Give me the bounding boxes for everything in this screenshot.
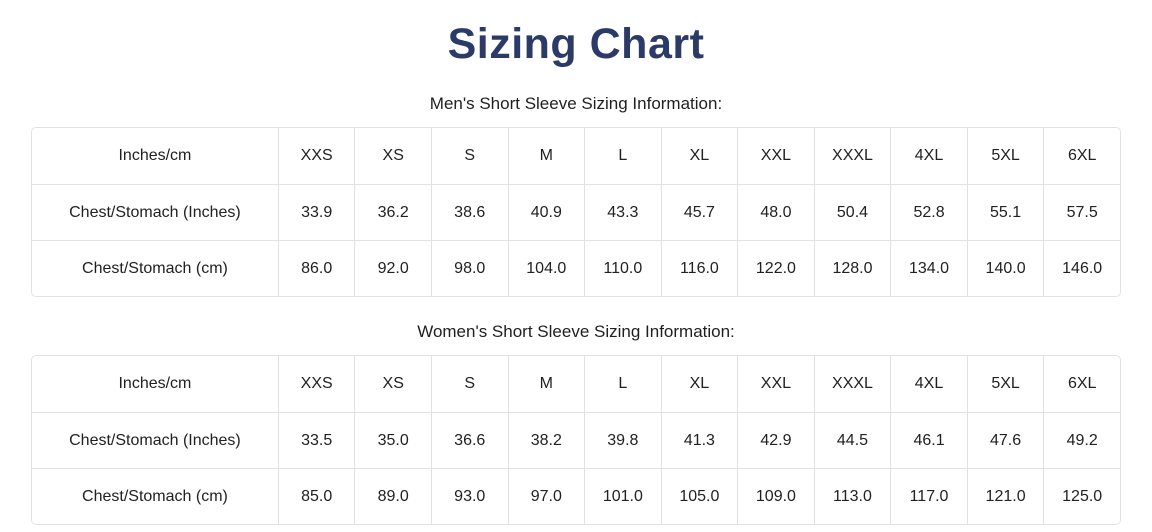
- size-header-cell: XL: [660, 356, 738, 413]
- measurement-value-cell: 41.3: [660, 412, 738, 469]
- size-header-cell: 6XL: [1043, 128, 1120, 185]
- measurement-value-cell: 125.0: [1043, 468, 1120, 525]
- measurement-value-cell: 122.0: [737, 240, 814, 297]
- measurement-value-cell: 33.5: [277, 412, 355, 469]
- size-header-cell: 6XL: [1043, 356, 1120, 413]
- size-header-cell: L: [584, 128, 661, 185]
- measurement-value-cell: 116.0: [660, 240, 738, 297]
- measurement-value-cell: 86.0: [277, 240, 355, 297]
- size-header-cell: XL: [660, 128, 738, 185]
- measurement-value-cell: 113.0: [813, 468, 891, 525]
- measurement-value-cell: 57.5: [1043, 184, 1120, 241]
- size-header-cell: 4XL: [890, 356, 967, 413]
- measurement-value-cell: 146.0: [1043, 240, 1120, 297]
- measurement-value-cell: 36.6: [430, 412, 508, 469]
- page-title: Sizing Chart: [447, 20, 705, 68]
- row-label-cell: Chest/Stomach (cm): [32, 240, 278, 296]
- measurement-value-cell: 50.4: [813, 184, 891, 241]
- measurement-value-cell: 128.0: [813, 240, 891, 297]
- table-row: Chest/Stomach (Inches) 33.9 36.2 38.6 40.9 43…: [32, 184, 1120, 241]
- header-row: Inches/cm XXS XS S M L XL XXL XXXL 4XL 5XL 6XL: [32, 128, 1120, 185]
- measurement-value-cell: 117.0: [890, 468, 967, 525]
- measurement-value-cell: 49.2: [1043, 412, 1120, 469]
- mens-table-caption: Men's Short Sleeve Sizing Information:: [429, 94, 723, 114]
- size-header-cell: 4XL: [890, 128, 967, 185]
- size-header-cell: XXL: [737, 356, 814, 413]
- size-header-cell: S: [430, 128, 508, 185]
- measurement-value-cell: 93.0: [430, 468, 508, 525]
- measurement-value-cell: 101.0: [584, 468, 661, 525]
- measurement-value-cell: 39.8: [584, 412, 661, 469]
- measurement-value-cell: 85.0: [277, 468, 355, 525]
- header-row: Inches/cm XXS XS S M L XL XXL XXXL 4XL 5XL 6XL: [32, 356, 1120, 413]
- measurement-value-cell: 109.0: [737, 468, 814, 525]
- measurement-value-cell: 47.6: [966, 412, 1044, 469]
- size-header-cell: XS: [354, 356, 431, 413]
- size-header-cell: XS: [354, 128, 431, 185]
- measurement-value-cell: 38.6: [430, 184, 508, 241]
- measurement-value-cell: 38.2: [507, 412, 585, 469]
- size-header-cell: 5XL: [966, 356, 1044, 413]
- measurement-value-cell: 97.0: [507, 468, 585, 525]
- measurement-value-cell: 121.0: [966, 468, 1044, 525]
- size-header-cell: 5XL: [966, 128, 1044, 185]
- measurement-value-cell: 140.0: [966, 240, 1044, 297]
- womens-table-caption: Women's Short Sleeve Sizing Information:: [417, 322, 735, 342]
- size-header-cell: M: [507, 356, 585, 413]
- measurement-value-cell: 43.3: [584, 184, 661, 241]
- measurement-value-cell: 40.9: [507, 184, 585, 241]
- size-header-cell: L: [584, 356, 661, 413]
- row-label-cell: Chest/Stomach (Inches): [32, 184, 278, 240]
- measurement-value-cell: 36.2: [354, 184, 431, 241]
- size-header-cell: XXXL: [813, 356, 891, 413]
- measurement-value-cell: 89.0: [354, 468, 431, 525]
- size-header-cell: XXS: [277, 128, 355, 185]
- size-header-cell: S: [430, 356, 508, 413]
- units-header-cell: Inches/cm: [118, 147, 192, 165]
- measurement-value-cell: 46.1: [890, 412, 967, 469]
- mens-sizing-section: Men's Short Sleeve Sizing Information: I…: [0, 94, 1152, 298]
- measurement-value-cell: 105.0: [660, 468, 738, 525]
- measurement-value-cell: 98.0: [430, 240, 508, 297]
- measurement-value-cell: 44.5: [813, 412, 891, 469]
- size-header-cell: XXL: [737, 128, 814, 185]
- size-header-cell: XXS: [277, 356, 355, 413]
- units-header-cell: Inches/cm: [118, 375, 192, 393]
- measurement-value-cell: 92.0: [354, 240, 431, 297]
- measurement-value-cell: 35.0: [354, 412, 431, 469]
- measurement-value-cell: 52.8: [890, 184, 967, 241]
- table-row: Chest/Stomach (cm) 85.0 89.0 93.0 97.0 101.0 1…: [32, 468, 1120, 525]
- womens-sizing-table: Inches/cm XXS XS S M L XL XXL XXXL 4XL 5XL 6XL Chest…: [31, 355, 1121, 526]
- measurement-value-cell: 110.0: [584, 240, 661, 297]
- measurement-value-cell: 104.0: [507, 240, 585, 297]
- size-header-cell: XXXL: [813, 128, 891, 185]
- measurement-value-cell: 134.0: [890, 240, 967, 297]
- measurement-value-cell: 33.9: [277, 184, 355, 241]
- table-row: Chest/Stomach (cm) 86.0 92.0 98.0 104.0 110.0…: [32, 240, 1120, 297]
- size-header-cell: M: [507, 128, 585, 185]
- measurement-value-cell: 48.0: [737, 184, 814, 241]
- measurement-value-cell: 45.7: [660, 184, 738, 241]
- table-row: Chest/Stomach (Inches) 33.5 35.0 36.6 38.2 39…: [32, 412, 1120, 469]
- row-label-cell: Chest/Stomach (Inches): [32, 412, 278, 468]
- measurement-value-cell: 42.9: [737, 412, 814, 469]
- womens-sizing-section: Women's Short Sleeve Sizing Information:…: [0, 322, 1152, 526]
- row-label-cell: Chest/Stomach (cm): [32, 468, 278, 524]
- mens-sizing-table: Inches/cm XXS XS S M L XL XXL XXXL 4XL 5XL 6XL Chest…: [31, 127, 1121, 298]
- measurement-value-cell: 55.1: [966, 184, 1044, 241]
